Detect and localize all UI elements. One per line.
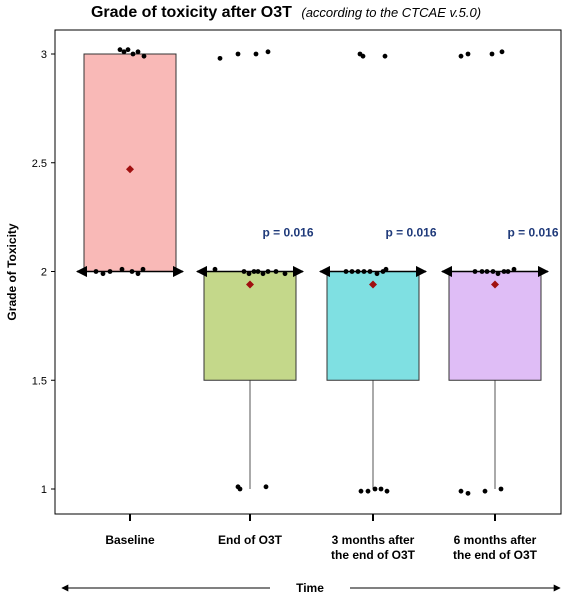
data-point [378, 486, 384, 492]
chart-title: Grade of toxicity after O3T (according t… [91, 4, 481, 21]
mean-marker [246, 280, 254, 289]
data-point [130, 51, 136, 57]
y-axis-ticks: 1 1.5 2 2.5 3 [32, 49, 55, 496]
data-point [472, 269, 478, 274]
x-category-label-line2: the end of O3T [453, 548, 538, 562]
data-point [121, 49, 127, 55]
x-category-label: Baseline [105, 533, 155, 547]
x-category-label: End of O3T [218, 533, 283, 547]
data-point [255, 269, 261, 274]
data-point [235, 51, 241, 57]
data-point [253, 51, 259, 57]
mean-marker [126, 165, 134, 174]
data-point [265, 49, 271, 55]
data-point [135, 271, 141, 277]
mean-marker [369, 280, 377, 289]
data-point [372, 486, 378, 492]
data-point [495, 271, 501, 277]
data-point [125, 47, 131, 53]
p-value-annotation: p = 0.016 [507, 225, 558, 239]
data-point [135, 49, 141, 55]
data-point [140, 266, 146, 272]
data-point [237, 486, 243, 492]
data-point [343, 269, 349, 274]
chart-title-main: Grade of toxicity after O3T [91, 4, 292, 21]
data-point [365, 488, 371, 494]
data-point [465, 490, 471, 496]
data-point [265, 269, 271, 274]
x-category-label: 3 months after [332, 533, 415, 547]
data-point [241, 269, 247, 274]
y-tick-label: 2.5 [32, 158, 47, 170]
y-tick-label: 1 [41, 484, 47, 496]
box [448, 271, 542, 381]
data-point [355, 269, 361, 274]
data-point [212, 266, 218, 272]
y-axis-title: Grade of Toxicity [5, 223, 19, 320]
data-point [482, 488, 488, 494]
data-point [217, 55, 223, 61]
data-point [263, 484, 269, 490]
data-point [465, 51, 471, 57]
box [83, 53, 177, 272]
p-value-annotation: p = 0.016 [262, 225, 313, 239]
data-point [273, 269, 279, 274]
data-point [141, 53, 147, 59]
data-point [479, 269, 485, 274]
data-point [361, 269, 367, 274]
chart-subtitle: (according to the CTCAE v.5.0) [301, 5, 481, 20]
data-point [383, 266, 389, 272]
data-point [501, 269, 507, 274]
data-point [282, 271, 288, 277]
data-point [499, 49, 505, 55]
x-axis-title: Time [296, 581, 324, 595]
annotations: p = 0.016 p = 0.016 p = 0.016 [262, 225, 558, 239]
mean-marker [491, 280, 499, 289]
data-point [251, 269, 257, 274]
y-tick-label: 1.5 [32, 375, 47, 387]
data-point [129, 269, 135, 274]
data-point [358, 488, 364, 494]
data-point [498, 486, 504, 492]
data-point [374, 271, 380, 277]
data-point [511, 266, 517, 272]
data-point [260, 271, 266, 277]
data-point [505, 269, 511, 274]
data-point [458, 53, 464, 59]
box-series [75, 53, 550, 489]
p-value-annotation: p = 0.016 [385, 225, 436, 239]
y-tick-label: 3 [41, 49, 47, 61]
data-point [490, 269, 496, 274]
data-points [93, 47, 517, 496]
data-point [458, 488, 464, 494]
data-point [246, 271, 252, 277]
data-point [349, 269, 355, 274]
data-point [367, 269, 373, 274]
data-point [119, 266, 125, 272]
data-point [382, 53, 388, 59]
data-point [384, 488, 390, 494]
box [203, 271, 297, 381]
data-point [100, 271, 106, 277]
data-point [117, 47, 123, 53]
data-point [93, 269, 99, 274]
data-point [360, 53, 366, 59]
data-point [484, 269, 490, 274]
x-category-label: 6 months after [454, 533, 537, 547]
x-category-label-line2: the end of O3T [331, 548, 416, 562]
y-tick-label: 2 [41, 267, 47, 279]
data-point [489, 51, 495, 57]
data-point [107, 269, 113, 274]
